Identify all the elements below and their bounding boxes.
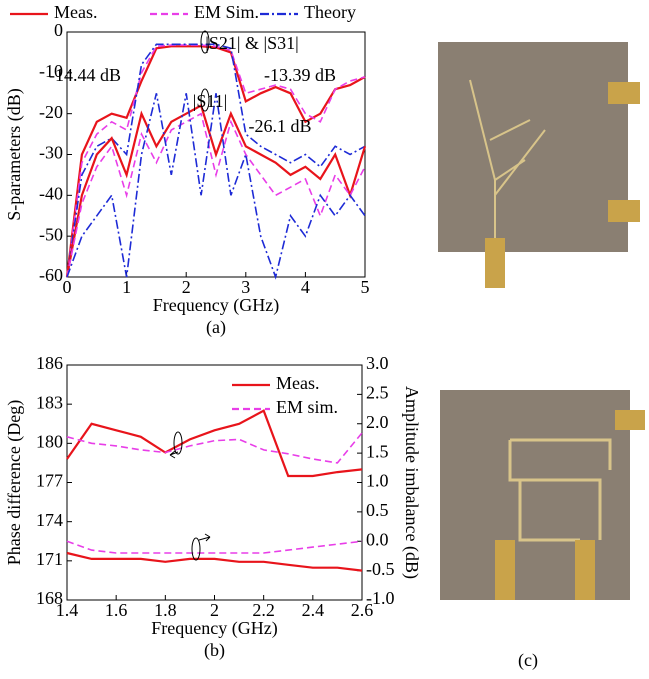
- legend-label: Meas.: [54, 2, 98, 22]
- x-tick-label: 1: [122, 277, 131, 297]
- marker-ellipse: [191, 537, 201, 561]
- y-tick-label: 177: [36, 471, 63, 491]
- marker-ellipse: [200, 30, 210, 54]
- x-axis-title: Frequency (GHz): [153, 295, 279, 316]
- trace: [469, 79, 546, 240]
- y-axis-title: S-parameters (dB): [4, 88, 25, 220]
- y2-tick-label: 0.5: [366, 500, 389, 520]
- y-tick-label: -60: [39, 265, 63, 285]
- x-tick-label: 3: [241, 277, 250, 297]
- y2-tick-label: 1.0: [366, 471, 389, 491]
- y-tick-label: -40: [39, 183, 63, 203]
- y-tick-label: -10: [39, 61, 63, 81]
- annotation: |S21| & |S31|: [205, 33, 298, 53]
- connector: [615, 410, 645, 430]
- y-tick-label: -20: [39, 102, 63, 122]
- connector: [608, 82, 640, 104]
- y-tick-label: -30: [39, 143, 63, 163]
- y2-axis-title: Amplitude imbalance (dB): [401, 386, 422, 579]
- y2-tick-label: 3.0: [366, 353, 389, 373]
- y-tick-label: 186: [36, 353, 63, 373]
- connector: [608, 200, 640, 222]
- photo-a: [438, 42, 640, 288]
- annotation: |S11|: [193, 91, 228, 111]
- annotation: -26.1 dB: [249, 116, 312, 136]
- board: [440, 390, 630, 600]
- y2-tick-label: -0.5: [366, 559, 395, 579]
- x-tick-label: 2.2: [252, 600, 275, 620]
- connector: [485, 238, 505, 288]
- caption: (b): [204, 640, 225, 661]
- y2-tick-label: 2.0: [366, 412, 389, 432]
- series-line: [65, 45, 366, 278]
- series-line: [66, 93, 366, 280]
- x-tick-label: 1.6: [105, 600, 128, 620]
- series-line: [66, 551, 363, 572]
- y-axis-title: Phase difference (Deg): [4, 400, 25, 566]
- x-tick-label: 1.8: [154, 600, 177, 620]
- legend-label: EM sim.: [276, 397, 338, 417]
- series-line: [66, 540, 363, 554]
- annotation: -13.39 dB: [264, 65, 336, 85]
- x-tick-label: 5: [361, 277, 370, 297]
- caption: (a): [206, 317, 226, 338]
- x-tick-label: 0: [63, 277, 72, 297]
- y-tick-label: 183: [36, 392, 63, 412]
- y-tick-label: 171: [36, 549, 63, 569]
- arrow: [169, 450, 179, 459]
- y-tick-label: 174: [36, 510, 63, 530]
- series-line: [66, 409, 363, 478]
- caption: (c): [518, 650, 538, 671]
- photo-b: [440, 390, 645, 600]
- series-line: [66, 112, 366, 278]
- legend-label: Meas.: [276, 373, 320, 393]
- x-tick-label: 4: [301, 277, 310, 297]
- connector: [495, 540, 515, 600]
- trace: [508, 438, 612, 542]
- legend-label: Theory: [304, 2, 356, 22]
- legend-label: EM Sim.: [194, 2, 259, 22]
- y2-tick-label: 0.0: [366, 529, 389, 549]
- arrow: [198, 533, 211, 542]
- x-tick-label: 2.6: [351, 600, 374, 620]
- y2-tick-label: 2.5: [366, 383, 389, 403]
- x-tick-label: 2.4: [302, 600, 325, 620]
- y-tick-label: 180: [36, 431, 63, 451]
- x-axis-title: Frequency (GHz): [151, 618, 277, 639]
- marker-ellipse: [200, 88, 210, 112]
- series-line: [66, 43, 366, 278]
- y-tick-label: -50: [39, 224, 63, 244]
- y-tick-label: 0: [54, 20, 63, 40]
- x-tick-label: 2: [210, 600, 219, 620]
- y2-tick-label: -1.0: [366, 588, 395, 608]
- y-tick-label: 168: [36, 588, 63, 608]
- series-line: [66, 44, 366, 278]
- series-line: [66, 432, 363, 464]
- x-tick-label: 1.4: [56, 600, 79, 620]
- x-tick-label: 2: [182, 277, 191, 297]
- y2-tick-label: 1.5: [366, 441, 389, 461]
- series-line: [65, 103, 367, 278]
- connector: [575, 540, 595, 600]
- annotation: -14.44 dB: [49, 65, 121, 85]
- marker-ellipse: [173, 431, 183, 455]
